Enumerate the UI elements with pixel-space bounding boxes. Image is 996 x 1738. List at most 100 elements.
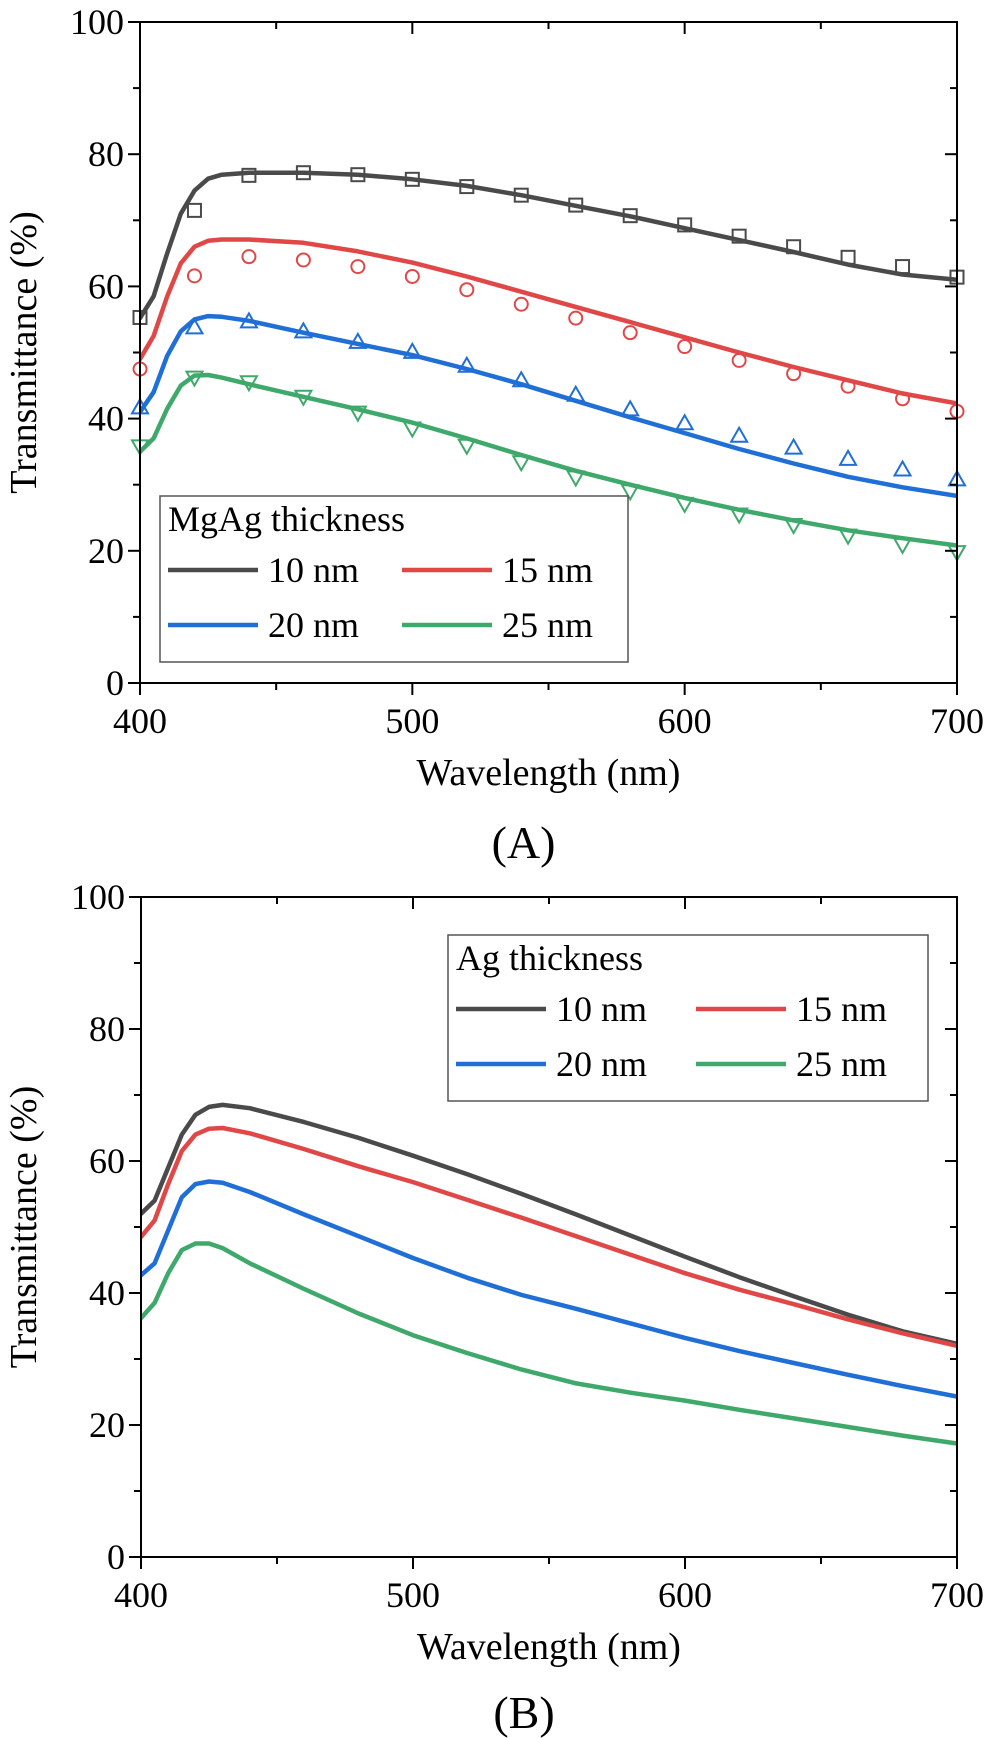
legend-title: MgAg thickness [168,499,405,539]
data-point-20-nm [783,437,804,455]
x-tick-label: 700 [930,701,984,741]
data-point-15-nm [350,259,366,275]
y-tick-label: 60 [89,1141,125,1181]
data-point-20-nm [892,459,913,477]
data-point-10-nm [622,208,638,224]
data-point-15-nm [568,310,584,326]
legend-title: Ag thickness [456,938,643,978]
x-tick-label: 400 [114,1575,168,1615]
data-point-15-nm [840,378,856,394]
legend-entry: 15 nm [796,989,887,1029]
y-tick-label: 40 [89,1273,125,1313]
data-point-20-nm [293,321,314,339]
series-line-20-nm [141,1179,957,1399]
legend: MgAg thickness 10 nm 15 nm 20 nm 25 nm [159,495,629,663]
data-point-10-nm [840,249,856,265]
data-point-10-nm [677,217,693,233]
series-line-15-nm [140,237,957,406]
data-point-20-nm [348,331,368,349]
data-point-25-nm [783,518,804,536]
y-tick-label: 20 [88,531,124,571]
x-tick-label: 500 [385,701,439,741]
legend-entry: 10 nm [268,550,359,590]
data-point-20-nm [620,399,640,417]
legend-entry: 20 nm [556,1044,647,1084]
y-axis-label: Transmittance (%) [3,211,45,493]
series-line-20-nm [140,313,957,499]
data-point-25-nm [566,470,586,488]
series-line-25-nm [141,1241,957,1446]
data-point-25-nm [239,375,259,393]
data-point-25-nm [674,496,695,514]
x-tick-label: 500 [386,1575,440,1615]
data-point-10-nm [568,197,584,213]
data-point-25-nm [293,389,314,407]
data-point-10-nm [895,259,911,275]
legend-entry: 20 nm [268,605,359,645]
x-axis-label: Wavelength (nm) [417,1626,681,1668]
series-line-10-nm [141,1102,957,1347]
data-point-25-nm [402,421,423,439]
data-point-10-nm [786,239,802,255]
data-point-15-nm [186,268,202,284]
data-point-25-nm [892,537,913,555]
data-point-25-nm [729,507,749,525]
panel-b: 400 500 600 700 0 20 40 60 80 100 Wavelength (nm) T… [3,877,984,1738]
y-tick-label: 100 [71,877,125,917]
data-point-20-nm [838,448,858,466]
series-line-10-nm [140,170,957,321]
data-point-15-nm [459,282,475,298]
y-tick-label: 100 [70,2,124,42]
data-point-15-nm [677,339,693,355]
data-point-20-nm [457,355,477,373]
data-point-15-nm [513,296,529,312]
series-line-15-nm [141,1125,957,1349]
y-tick-label: 40 [88,399,124,439]
data-point-10-nm [241,167,257,183]
data-point-15-nm [295,252,311,268]
data-point-20-nm [184,317,205,335]
data-point-25-nm [511,455,531,473]
data-point-10-nm [404,171,420,187]
panel-a: 400 500 600 700 0 20 40 60 80 100 Wavelength (nm) T… [3,2,984,868]
y-tick-label: 0 [106,663,124,703]
data-point-20-nm [566,384,586,402]
data-point-15-nm [241,249,257,265]
data-point-20-nm [511,370,531,388]
y-tick-label: 80 [89,1009,125,1049]
y-axis-label: Transmittance (%) [3,1086,45,1368]
plot-area [140,170,957,548]
y-tick-label: 60 [88,266,124,306]
panel-label: (A) [492,817,556,868]
plot-area [141,1102,957,1446]
y-tick-label: 80 [88,134,124,174]
data-point-20-nm [729,425,749,443]
data-point-10-nm [295,165,311,181]
x-tick-label: 600 [658,701,712,741]
data-point-25-nm [457,438,477,456]
legend-box [447,934,929,1102]
x-tick-label: 400 [113,701,167,741]
data-point-10-nm [350,167,366,183]
data-point-15-nm [895,391,911,407]
data-point-25-nm [838,528,858,546]
data-point-15-nm [731,352,747,368]
data-point-25-nm [348,405,368,423]
data-point-20-nm [674,413,695,431]
data-point-25-nm [620,484,640,502]
data-point-15-nm [404,268,420,284]
data-point-15-nm [622,325,638,341]
legend-entry: 25 nm [502,605,593,645]
data-point-15-nm [786,366,802,382]
data-point-10-nm [186,202,202,218]
data-point-20-nm [239,311,259,329]
data-point-20-nm [402,341,423,359]
x-axis-label: Wavelength (nm) [417,752,681,794]
legend-entry: 25 nm [796,1044,887,1084]
legend-entry: 15 nm [502,550,593,590]
data-point-10-nm [459,179,475,195]
data-point-25-nm [184,370,205,388]
x-tick-label: 700 [930,1575,984,1615]
data-point-10-nm [513,187,529,203]
